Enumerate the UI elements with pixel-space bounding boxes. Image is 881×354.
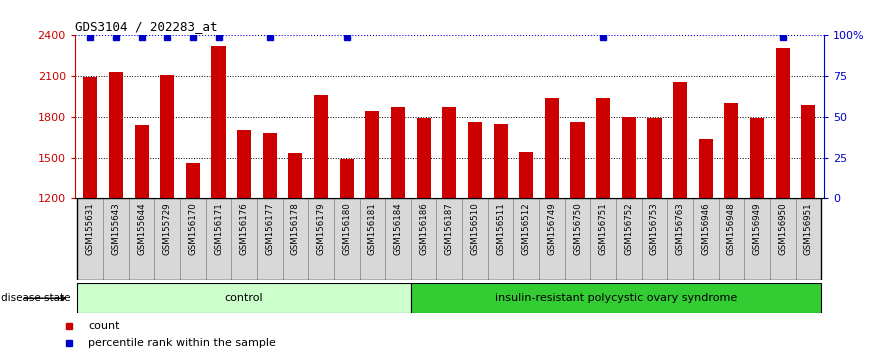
Bar <box>719 198 744 280</box>
Text: GSM156187: GSM156187 <box>445 202 454 255</box>
Bar <box>417 118 431 198</box>
Bar <box>83 78 97 198</box>
Bar <box>648 118 662 198</box>
Text: GSM156751: GSM156751 <box>599 202 608 255</box>
Bar <box>78 198 103 280</box>
Text: GSM156763: GSM156763 <box>676 202 685 255</box>
Bar <box>796 198 821 280</box>
Text: control: control <box>225 293 263 303</box>
Bar <box>366 112 380 198</box>
Bar <box>385 198 411 280</box>
Text: GSM156186: GSM156186 <box>419 202 428 255</box>
Bar <box>750 118 764 198</box>
Text: GSM156749: GSM156749 <box>547 202 557 255</box>
Text: GSM156753: GSM156753 <box>650 202 659 255</box>
Bar <box>539 198 565 280</box>
Text: GSM156948: GSM156948 <box>727 202 736 255</box>
Bar <box>442 107 456 198</box>
Bar <box>180 198 205 280</box>
Bar <box>411 198 436 280</box>
Text: GSM156750: GSM156750 <box>573 202 582 255</box>
Text: GSM155644: GSM155644 <box>137 202 146 255</box>
Text: GSM156510: GSM156510 <box>470 202 479 255</box>
Text: GSM156170: GSM156170 <box>189 202 197 255</box>
Bar <box>314 95 328 198</box>
Bar <box>519 152 533 198</box>
Text: GSM156951: GSM156951 <box>803 202 813 255</box>
Bar <box>154 198 180 280</box>
Bar <box>103 198 129 280</box>
Text: GSM156178: GSM156178 <box>291 202 300 255</box>
Bar <box>237 130 251 198</box>
Bar <box>744 198 770 280</box>
Text: GSM155729: GSM155729 <box>163 202 172 255</box>
Text: GSM156180: GSM156180 <box>342 202 352 255</box>
Bar <box>186 163 200 198</box>
Bar <box>641 198 667 280</box>
Bar <box>160 75 174 198</box>
Bar <box>693 198 719 280</box>
Text: GDS3104 / 202283_at: GDS3104 / 202283_at <box>75 20 218 33</box>
Bar <box>802 104 816 198</box>
Bar <box>571 122 585 198</box>
Bar <box>288 153 302 198</box>
Text: GSM156752: GSM156752 <box>625 202 633 255</box>
Bar <box>205 198 232 280</box>
Bar <box>411 283 821 313</box>
Bar <box>770 198 796 280</box>
Text: insulin-resistant polycystic ovary syndrome: insulin-resistant polycystic ovary syndr… <box>495 293 737 303</box>
Bar <box>596 98 611 198</box>
Text: GSM156950: GSM156950 <box>778 202 788 255</box>
Bar <box>724 103 738 198</box>
Text: percentile rank within the sample: percentile rank within the sample <box>88 338 277 348</box>
Bar <box>616 198 641 280</box>
Bar <box>667 198 693 280</box>
Bar <box>488 198 514 280</box>
Bar <box>135 125 149 198</box>
Bar <box>334 198 359 280</box>
Text: GSM156171: GSM156171 <box>214 202 223 255</box>
Text: GSM156179: GSM156179 <box>316 202 326 255</box>
Bar <box>283 198 308 280</box>
Text: GSM156946: GSM156946 <box>701 202 710 255</box>
Text: GSM156177: GSM156177 <box>265 202 274 255</box>
Bar <box>463 198 488 280</box>
Text: GSM156176: GSM156176 <box>240 202 248 255</box>
Bar <box>590 198 616 280</box>
Text: GSM155643: GSM155643 <box>111 202 121 255</box>
Bar <box>436 198 463 280</box>
Bar <box>359 198 385 280</box>
Bar <box>391 107 405 198</box>
Text: GSM156949: GSM156949 <box>752 202 761 255</box>
Bar <box>129 198 154 280</box>
Bar <box>257 198 283 280</box>
Text: GSM156512: GSM156512 <box>522 202 530 255</box>
Text: GSM155631: GSM155631 <box>85 202 95 255</box>
Bar <box>565 198 590 280</box>
Bar <box>78 283 411 313</box>
Bar <box>514 198 539 280</box>
Text: GSM156184: GSM156184 <box>394 202 403 255</box>
Text: GSM156511: GSM156511 <box>496 202 505 255</box>
Bar <box>699 138 713 198</box>
Bar <box>493 124 507 198</box>
Bar <box>109 72 123 198</box>
Bar <box>622 117 636 198</box>
Bar <box>211 46 226 198</box>
Text: disease state: disease state <box>1 293 70 303</box>
Bar <box>673 81 687 198</box>
Bar <box>340 159 354 198</box>
Bar <box>263 133 277 198</box>
Text: count: count <box>88 321 120 331</box>
Bar <box>308 198 334 280</box>
Text: GSM156181: GSM156181 <box>368 202 377 255</box>
Bar <box>232 198 257 280</box>
Bar <box>775 47 789 198</box>
Bar <box>544 98 559 198</box>
Bar <box>468 122 482 198</box>
